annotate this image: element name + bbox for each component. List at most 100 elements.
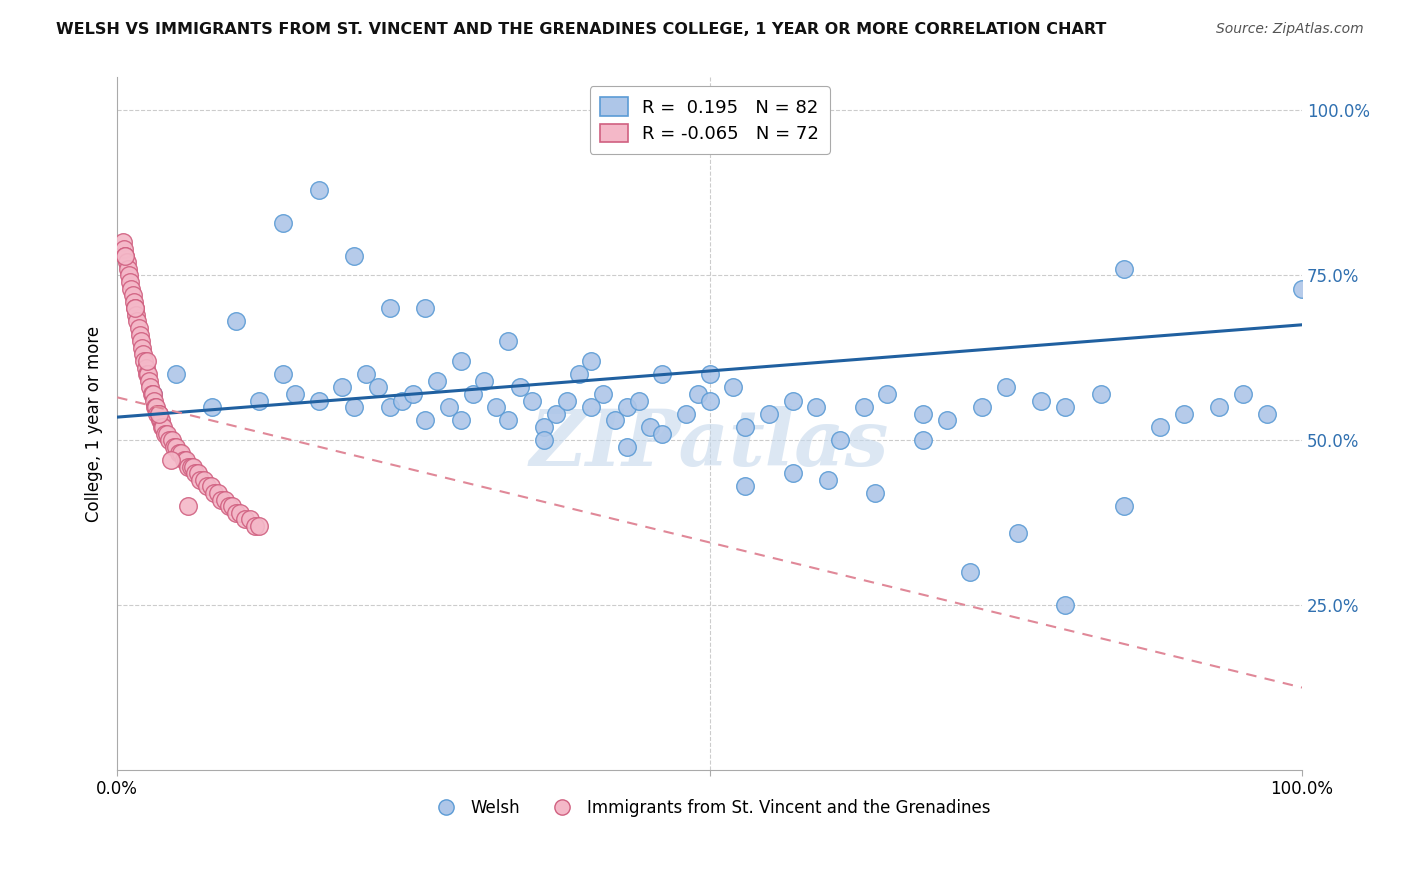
Point xyxy=(450,354,472,368)
Point xyxy=(239,512,262,526)
Point xyxy=(150,413,173,427)
Point xyxy=(142,387,165,401)
Point xyxy=(402,387,425,401)
Point xyxy=(1208,401,1230,415)
Point xyxy=(474,374,496,388)
Point xyxy=(128,321,150,335)
Point xyxy=(201,401,224,415)
Point xyxy=(308,183,330,197)
Point xyxy=(129,334,152,349)
Point xyxy=(461,387,484,401)
Point xyxy=(817,473,839,487)
Point xyxy=(1031,393,1053,408)
Point xyxy=(153,426,176,441)
Point xyxy=(112,235,135,250)
Point xyxy=(134,354,156,368)
Point xyxy=(148,407,170,421)
Point xyxy=(136,368,159,382)
Point xyxy=(225,314,247,328)
Point xyxy=(142,393,165,408)
Point xyxy=(229,506,252,520)
Point xyxy=(496,413,519,427)
Point xyxy=(426,374,449,388)
Legend: Welsh, Immigrants from St. Vincent and the Grenadines: Welsh, Immigrants from St. Vincent and t… xyxy=(422,793,997,824)
Point xyxy=(413,301,436,316)
Point xyxy=(343,401,366,415)
Point xyxy=(876,387,898,401)
Point xyxy=(180,459,202,474)
Point xyxy=(579,401,602,415)
Text: Source: ZipAtlas.com: Source: ZipAtlas.com xyxy=(1216,22,1364,37)
Point xyxy=(127,314,149,328)
Point xyxy=(165,440,187,454)
Point xyxy=(170,446,193,460)
Point xyxy=(152,420,174,434)
Y-axis label: College, 1 year or more: College, 1 year or more xyxy=(86,326,103,522)
Point xyxy=(911,434,934,448)
Point xyxy=(177,459,200,474)
Point xyxy=(354,368,377,382)
Point xyxy=(218,499,240,513)
Point xyxy=(141,387,163,401)
Point xyxy=(533,434,555,448)
Point xyxy=(214,492,236,507)
Point xyxy=(1114,499,1136,513)
Point xyxy=(187,466,209,480)
Point xyxy=(911,407,934,421)
Point xyxy=(1149,420,1171,434)
Point xyxy=(114,248,136,262)
Point xyxy=(207,486,229,500)
Point xyxy=(758,407,780,421)
Point xyxy=(165,368,187,382)
Point xyxy=(211,492,233,507)
Point xyxy=(193,473,215,487)
Point xyxy=(173,453,195,467)
Point xyxy=(247,393,270,408)
Point xyxy=(177,499,200,513)
Point xyxy=(131,341,153,355)
Point xyxy=(156,426,179,441)
Point xyxy=(145,401,167,415)
Point xyxy=(308,393,330,408)
Point xyxy=(509,380,531,394)
Point xyxy=(159,453,181,467)
Point xyxy=(142,387,165,401)
Point xyxy=(616,401,638,415)
Point xyxy=(450,413,472,427)
Point xyxy=(367,380,389,394)
Point xyxy=(603,413,626,427)
Point xyxy=(150,420,173,434)
Point xyxy=(202,486,225,500)
Point xyxy=(865,486,887,500)
Point xyxy=(330,380,353,394)
Point xyxy=(994,380,1017,394)
Point xyxy=(160,434,183,448)
Point xyxy=(959,565,981,579)
Point xyxy=(143,401,166,415)
Point xyxy=(271,368,294,382)
Point xyxy=(437,401,460,415)
Point xyxy=(221,499,243,513)
Point xyxy=(200,479,222,493)
Point xyxy=(806,401,828,415)
Point xyxy=(139,380,162,394)
Text: WELSH VS IMMIGRANTS FROM ST. VINCENT AND THE GRENADINES COLLEGE, 1 YEAR OR MORE : WELSH VS IMMIGRANTS FROM ST. VINCENT AND… xyxy=(56,22,1107,37)
Point xyxy=(568,368,591,382)
Point xyxy=(124,301,146,316)
Point xyxy=(343,248,366,262)
Point xyxy=(115,255,138,269)
Text: ZIPatlas: ZIPatlas xyxy=(530,406,890,483)
Point xyxy=(188,473,211,487)
Point xyxy=(544,407,567,421)
Point xyxy=(118,268,141,283)
Point xyxy=(935,413,957,427)
Point xyxy=(391,393,413,408)
Point xyxy=(128,327,150,342)
Point xyxy=(284,387,307,401)
Point xyxy=(125,308,148,322)
Point xyxy=(675,407,697,421)
Point xyxy=(114,248,136,262)
Point xyxy=(485,401,508,415)
Point xyxy=(496,334,519,349)
Point xyxy=(723,380,745,394)
